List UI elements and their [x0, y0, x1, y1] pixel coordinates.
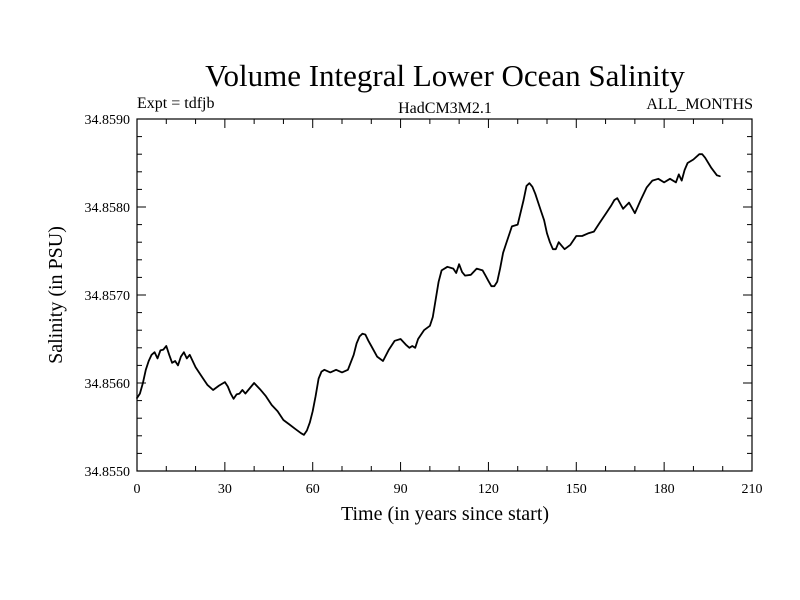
salinity-series-line — [136, 153, 721, 436]
chart-title: Volume Integral Lower Ocean Salinity — [205, 58, 685, 93]
x-tick-label: 60 — [306, 482, 320, 497]
x-tick-label: 0 — [134, 482, 141, 497]
months-label: ALL_MONTHS — [646, 96, 753, 113]
x-tick-label: 120 — [478, 482, 499, 497]
y-tick-label: 34.8550 — [85, 465, 131, 480]
y-tick-label: 34.8570 — [85, 289, 131, 304]
y-tick-label: 34.8590 — [85, 113, 131, 128]
y-axis-label: Salinity (in PSU) — [45, 226, 67, 364]
x-axis-label: Time (in years since start) — [341, 503, 549, 525]
axis-tick-labels: 0 30 60 90 120 150 180 210 34.8550 34.8560 34.8570… — [85, 113, 763, 497]
x-tick-label: 210 — [742, 482, 763, 497]
x-tick-label: 150 — [566, 482, 587, 497]
y-tick-label: 34.8580 — [85, 201, 131, 216]
experiment-label: Expt = tdfjb — [137, 95, 214, 112]
model-label: HadCM3M2.1 — [398, 100, 492, 117]
plot-frame — [136, 118, 753, 472]
axis-ticks — [136, 118, 753, 472]
x-tick-label: 180 — [654, 482, 675, 497]
x-tick-label: 30 — [218, 482, 232, 497]
x-tick-label: 90 — [394, 482, 408, 497]
y-tick-label: 34.8560 — [85, 377, 131, 392]
